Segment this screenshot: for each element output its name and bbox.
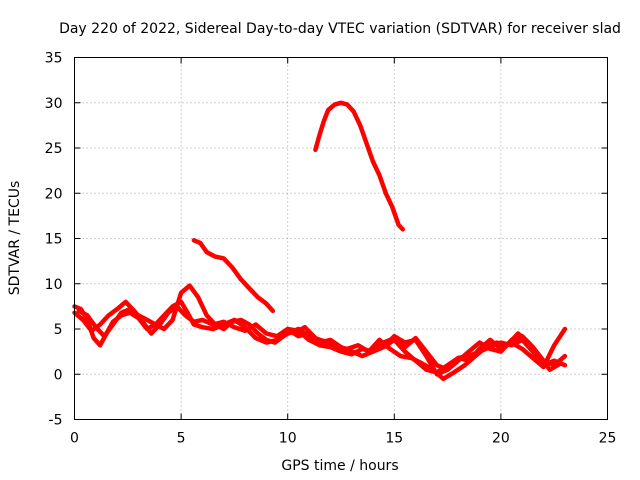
y-tick-label: 25 xyxy=(45,141,63,157)
y-tick-label: 5 xyxy=(54,322,63,338)
x-tick-label: 15 xyxy=(385,431,403,447)
x-tick-label: 0 xyxy=(70,431,79,447)
y-tick-label: 15 xyxy=(45,232,63,248)
axis-ticks: 0 5 10 15 20 25 -5 0 5 10 15 20 25 30 35 xyxy=(45,51,617,447)
y-axis-label: SDTVAR / TECUs xyxy=(7,181,23,296)
x-tick-label: 25 xyxy=(599,431,617,447)
x-tick-label: 10 xyxy=(279,431,297,447)
series-line-s9 xyxy=(381,326,568,377)
series-line-s2 xyxy=(72,299,312,341)
data-series xyxy=(72,100,568,382)
series-line-s8 xyxy=(291,324,563,382)
x-tick-label: 5 xyxy=(177,431,186,447)
series-line-s7 xyxy=(285,326,568,372)
series-line-s5 xyxy=(313,100,406,232)
series-line-s3 xyxy=(76,283,295,345)
y-tick-label: 10 xyxy=(45,277,63,293)
y-tick-label: 20 xyxy=(45,186,63,202)
x-axis-label: GPS time / hours xyxy=(281,458,398,474)
x-tick-label: 20 xyxy=(492,431,510,447)
series-line-s4 xyxy=(191,238,276,314)
y-tick-label: 30 xyxy=(45,96,63,112)
y-tick-label: -5 xyxy=(49,413,63,429)
y-tick-label: 35 xyxy=(45,51,63,67)
chart-title: Day 220 of 2022, Sidereal Day-to-day VTE… xyxy=(59,21,621,37)
y-tick-label: 0 xyxy=(54,367,63,383)
plot-frame xyxy=(74,57,608,420)
grid-lines xyxy=(74,57,608,420)
